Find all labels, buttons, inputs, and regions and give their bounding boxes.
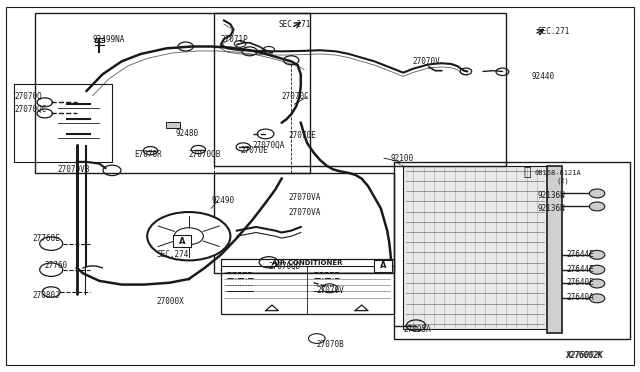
Bar (221, 259, 394, 314)
Text: SEC.271: SEC.271 (278, 20, 311, 29)
Text: 27095A: 27095A (403, 325, 431, 334)
Text: 27070V: 27070V (317, 286, 344, 295)
Text: 27070QB: 27070QB (189, 150, 221, 159)
Text: 27070C: 27070C (282, 92, 309, 101)
Text: 92100: 92100 (390, 154, 413, 163)
Text: 27070VA: 27070VA (288, 193, 321, 202)
Text: 27760E: 27760E (32, 234, 60, 243)
Text: Ⓒ: Ⓒ (523, 166, 531, 179)
Text: 27070QA: 27070QA (253, 141, 285, 150)
Text: X276002K: X276002K (566, 351, 604, 360)
Text: 27070Q: 27070Q (14, 92, 42, 101)
Text: SEC.271: SEC.271 (538, 27, 570, 36)
Text: 27070B: 27070B (317, 340, 344, 349)
Text: 27080J: 27080J (32, 291, 60, 300)
Circle shape (147, 212, 230, 260)
Circle shape (589, 250, 605, 259)
Text: 27000X: 27000X (157, 297, 184, 306)
Circle shape (589, 202, 605, 211)
Text: 27070QD: 27070QD (269, 262, 301, 270)
Bar (14, 84, 112, 162)
Bar (35, 13, 310, 173)
Text: 27644E: 27644E (566, 265, 594, 274)
Circle shape (589, 294, 605, 303)
Text: X276002K: X276002K (566, 351, 604, 360)
Text: SEC.274: SEC.274 (157, 250, 189, 259)
Text: 92136N: 92136N (538, 191, 565, 200)
Text: E7070R: E7070R (134, 150, 162, 159)
Bar (374, 260, 392, 272)
Bar (166, 122, 180, 128)
Text: 92499NA: 92499NA (93, 35, 125, 44)
Bar (547, 166, 562, 333)
Circle shape (589, 189, 605, 198)
Text: 27760: 27760 (45, 262, 68, 270)
Bar (214, 13, 506, 166)
Text: 27070E: 27070E (240, 146, 268, 155)
Text: A: A (179, 237, 185, 246)
Bar (214, 173, 394, 273)
Text: 27070E: 27070E (288, 131, 316, 140)
Text: 27070VA: 27070VA (288, 208, 321, 217)
Text: 92480: 92480 (176, 129, 199, 138)
Text: 27640E: 27640E (566, 278, 594, 287)
Text: AIR CONDITIONER: AIR CONDITIONER (272, 260, 342, 266)
Text: 92440: 92440 (531, 72, 554, 81)
Text: (2): (2) (557, 177, 570, 184)
Circle shape (589, 265, 605, 274)
Text: A: A (380, 261, 387, 270)
Text: 27071P: 27071P (221, 35, 248, 44)
Bar (394, 162, 630, 339)
Bar (173, 235, 191, 247)
Bar (95, 38, 104, 42)
Text: 27644E: 27644E (566, 250, 594, 259)
Text: 27070VB: 27070VB (58, 165, 90, 174)
Circle shape (589, 279, 605, 288)
Text: 0B168-6121A: 0B168-6121A (534, 170, 581, 176)
Bar (403, 166, 547, 329)
Text: 92136N: 92136N (538, 204, 565, 213)
Text: 27070V: 27070V (413, 57, 440, 66)
Text: 92490: 92490 (211, 196, 234, 205)
Text: 27640A: 27640A (566, 293, 594, 302)
Text: 27070QC: 27070QC (14, 105, 47, 114)
